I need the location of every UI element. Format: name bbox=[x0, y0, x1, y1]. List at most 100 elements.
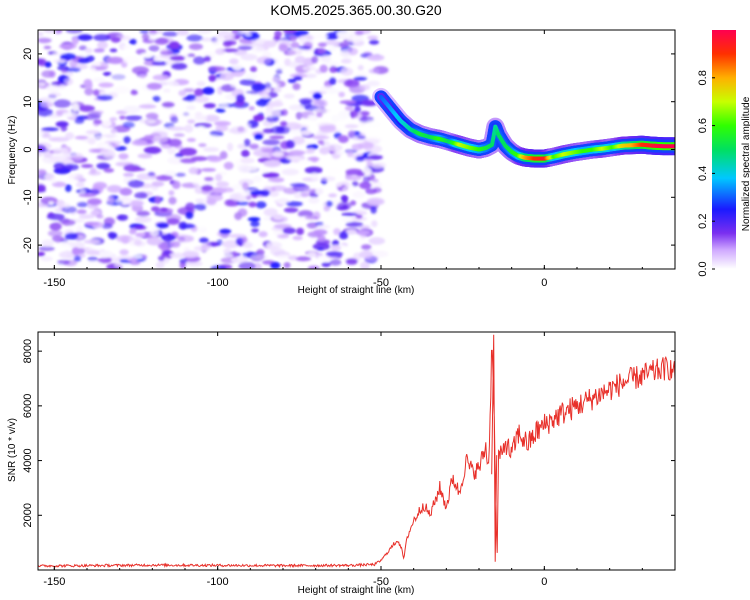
noise-blob bbox=[168, 138, 182, 147]
noise-blob bbox=[79, 52, 89, 57]
noise-blob bbox=[129, 38, 137, 45]
noise-blob bbox=[87, 198, 102, 206]
noise-blob bbox=[241, 149, 250, 158]
noise-blob bbox=[97, 41, 108, 50]
noise-blob bbox=[366, 162, 374, 166]
noise-blob bbox=[356, 155, 367, 160]
noise-blob bbox=[249, 143, 259, 150]
noise-blob bbox=[267, 177, 285, 183]
noise-blob bbox=[287, 156, 304, 161]
noise-blob bbox=[139, 73, 146, 79]
noise-blob bbox=[319, 125, 337, 133]
noise-blob bbox=[231, 71, 244, 77]
noise-blob bbox=[339, 231, 349, 240]
noise-blob bbox=[101, 119, 112, 128]
noise-blob bbox=[168, 190, 175, 196]
noise-blob bbox=[310, 156, 319, 163]
noise-blob bbox=[119, 249, 129, 256]
noise-blob bbox=[209, 130, 224, 137]
snr-line bbox=[38, 334, 675, 569]
noise-blob bbox=[308, 197, 320, 204]
noise-blob bbox=[79, 189, 86, 195]
noise-blob bbox=[220, 103, 229, 109]
noise-blob bbox=[300, 129, 312, 136]
noise-blob bbox=[304, 216, 319, 220]
noise-blob bbox=[94, 135, 108, 140]
noise-blob bbox=[222, 40, 232, 47]
noise-blob bbox=[53, 162, 65, 170]
noise-blob bbox=[339, 100, 356, 105]
noise-blob bbox=[71, 247, 80, 256]
noise-blob bbox=[368, 68, 380, 74]
x-tick-label: 0 bbox=[541, 576, 547, 588]
noise-blob bbox=[55, 121, 69, 128]
noise-blob bbox=[192, 78, 208, 83]
noise-blob bbox=[178, 112, 195, 119]
noise-blob bbox=[38, 152, 43, 157]
noise-blob bbox=[93, 48, 105, 53]
noise-blob bbox=[341, 212, 358, 217]
noise-blob bbox=[307, 265, 320, 269]
noise-blob bbox=[179, 147, 198, 156]
noise-blob bbox=[129, 260, 141, 265]
noise-blob bbox=[325, 32, 339, 40]
noise-blob bbox=[231, 30, 238, 35]
noise-blob bbox=[345, 229, 358, 235]
noise-blob bbox=[252, 175, 263, 183]
noise-blob bbox=[272, 151, 284, 158]
noise-blob bbox=[134, 216, 152, 223]
noise-blob bbox=[87, 256, 98, 262]
noise-blob bbox=[170, 116, 179, 124]
noise-blob bbox=[269, 135, 285, 140]
y-tick-label: 6000 bbox=[22, 394, 34, 418]
noise-blob bbox=[186, 105, 196, 110]
noise-blob bbox=[60, 243, 71, 250]
noise-blob bbox=[194, 88, 204, 97]
snr-panel: -150 -100 -50 0 2000 4000 6000 8000 Height of … bbox=[7, 331, 676, 596]
noise-blob bbox=[64, 67, 81, 72]
noise-blob bbox=[360, 84, 371, 91]
spectrogram-y-ticks: -20 -10 0 10 20 bbox=[22, 48, 675, 253]
noise-blob bbox=[287, 49, 303, 56]
noise-blob bbox=[119, 207, 129, 212]
noise-blob bbox=[93, 34, 111, 42]
noise-blob bbox=[60, 125, 68, 132]
noise-blob bbox=[372, 187, 382, 193]
noise-blob bbox=[122, 105, 141, 114]
noise-blob bbox=[146, 82, 163, 90]
noise-blob bbox=[41, 133, 52, 139]
noise-blob bbox=[292, 235, 303, 241]
noise-blob bbox=[141, 33, 150, 40]
noise-blob bbox=[88, 67, 97, 73]
snr-x-label: Height of straight line (km) bbox=[298, 585, 415, 596]
noise-blob bbox=[40, 101, 54, 108]
noise-blob bbox=[161, 101, 175, 108]
noise-blob bbox=[109, 117, 118, 122]
noise-blob bbox=[256, 56, 272, 65]
noise-blob bbox=[324, 40, 340, 46]
colorbar: 0.0 0.2 0.4 0.6 0.8 Normalized spectral ampl… bbox=[697, 30, 750, 277]
noise-blob bbox=[340, 67, 354, 76]
noise-blob bbox=[79, 105, 95, 112]
noise-blob bbox=[121, 236, 130, 244]
noise-blob bbox=[139, 254, 148, 259]
noise-blob bbox=[329, 65, 338, 73]
noise-blob bbox=[75, 181, 85, 188]
noise-blob bbox=[242, 182, 249, 191]
noise-blob bbox=[187, 119, 196, 124]
noise-blob bbox=[294, 55, 306, 64]
noise-blob bbox=[357, 135, 366, 140]
noise-blob bbox=[195, 198, 204, 204]
noise-blob bbox=[63, 178, 79, 183]
snr-frame bbox=[37, 331, 676, 571]
noise-blob bbox=[356, 230, 370, 236]
colorbar-tick-label: 0.0 bbox=[697, 261, 709, 276]
noise-blob bbox=[80, 164, 94, 168]
noise-blob bbox=[276, 254, 291, 260]
noise-blob bbox=[263, 40, 277, 48]
noise-blob bbox=[96, 162, 111, 170]
noise-blob bbox=[203, 103, 216, 109]
noise-blob bbox=[160, 50, 174, 56]
noise-blob bbox=[336, 151, 345, 155]
noise-blob bbox=[40, 256, 53, 262]
